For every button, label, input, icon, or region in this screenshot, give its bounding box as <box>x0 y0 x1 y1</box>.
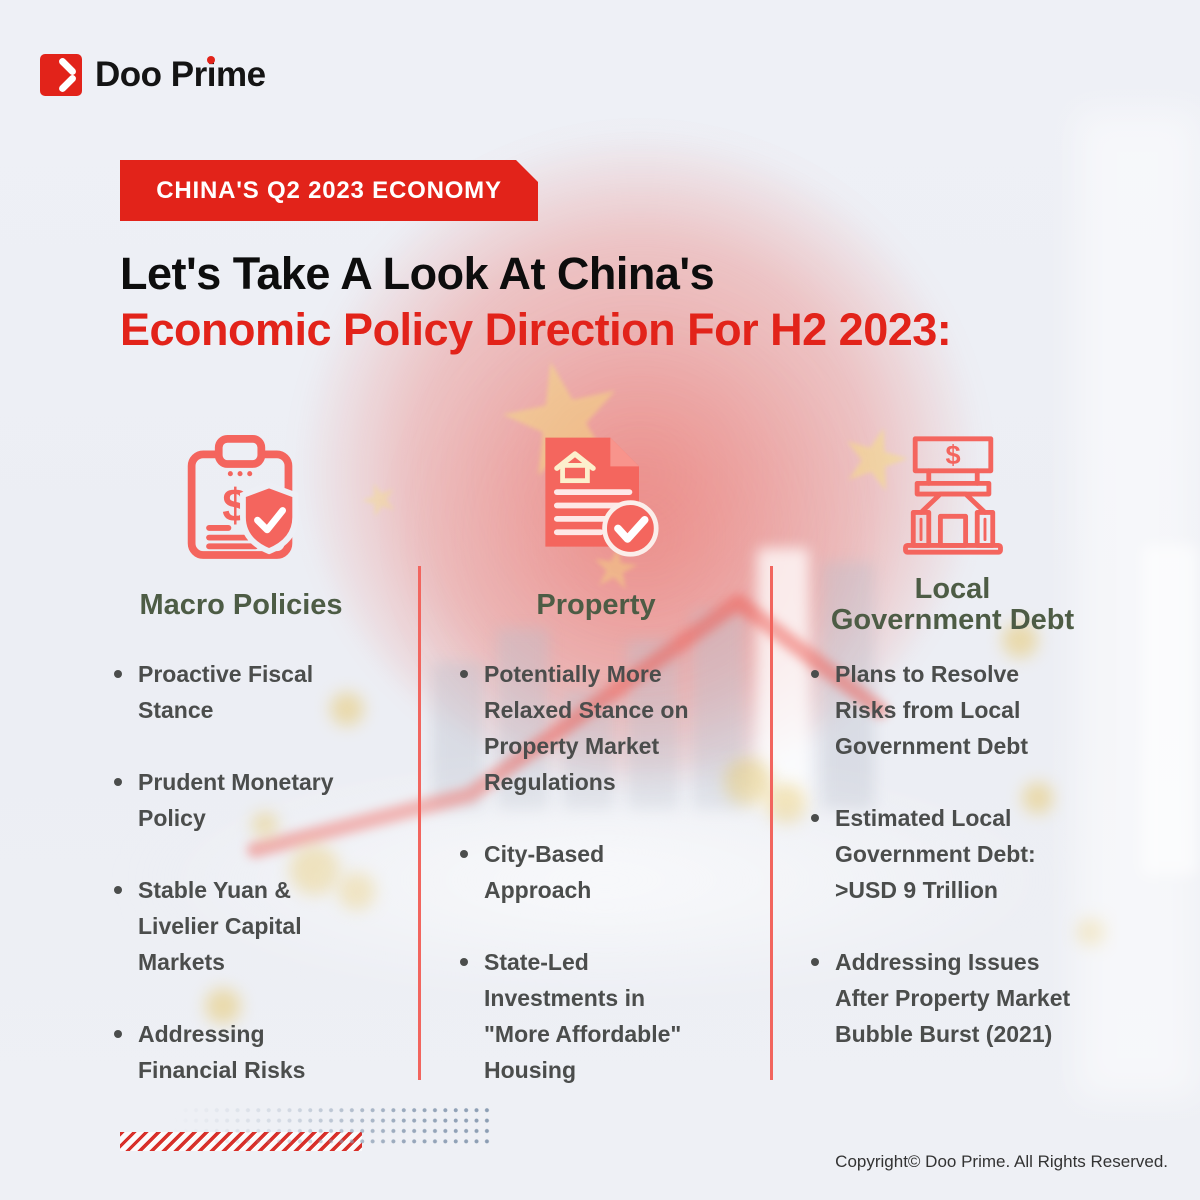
bullet-text: Proactive Fiscal Stance <box>138 661 314 723</box>
bullet-text: Addressing Financial Risks <box>138 1021 306 1083</box>
list-item: Potentially More Relaxed Stance on Prope… <box>460 656 752 800</box>
bullet-dot <box>114 1030 122 1038</box>
column-local-government-debt: $ Local Government Debt Plans to Resolve… <box>795 420 1110 1088</box>
brand-name-part: i <box>206 55 217 94</box>
list-item: City-Based Approach <box>460 836 752 908</box>
list-item: Addressing Financial Risks <box>114 1016 396 1088</box>
column-divider <box>770 566 773 1080</box>
bullet-dot <box>811 814 819 822</box>
bullet-dot <box>460 958 468 966</box>
bullet-text: Estimated Local Government Debt: >USD 9 … <box>835 805 1036 903</box>
bullet-dot <box>460 670 468 678</box>
page-title: Let's Take A Look At China's Economic Po… <box>120 246 952 358</box>
bullet-dot <box>811 670 819 678</box>
column-heading: Macro Policies <box>139 588 343 621</box>
bullet-text: Potentially More Relaxed Stance on Prope… <box>484 661 689 795</box>
clipboard-shield-icon: $ <box>86 420 396 570</box>
doo-prime-logo-icon <box>40 54 82 96</box>
title-line-1: Let's Take A Look At China's <box>120 248 715 299</box>
category-banner: CHINA'S Q2 2023 ECONOMY <box>120 160 538 221</box>
column-divider <box>418 566 421 1080</box>
column-heading: Property <box>536 588 656 621</box>
brand-logo: Doo Prime <box>40 54 266 96</box>
bullet-text: City-Based Approach <box>484 841 605 903</box>
list-item: Proactive Fiscal Stance <box>114 656 396 728</box>
bullet-text: Plans to Resolve Risks from Local Govern… <box>835 661 1028 759</box>
bullet-text: Addressing Issues After Property Market … <box>835 949 1071 1047</box>
banner-label: CHINA'S Q2 2023 ECONOMY <box>156 176 502 204</box>
column-property: Property Potentially More Relaxed Stance… <box>440 420 752 1124</box>
copyright-text: Copyright© Doo Prime. All Rights Reserve… <box>835 1152 1168 1171</box>
column-heading: Local Government Debt <box>830 573 1075 636</box>
list-item: Estimated Local Government Debt: >USD 9 … <box>811 800 1110 908</box>
list-item: Stable Yuan & Livelier Capital Markets <box>114 872 396 980</box>
bullet-dot <box>114 886 122 894</box>
bullet-list: Potentially More Relaxed Stance on Prope… <box>440 656 752 1088</box>
housing-document-check-icon <box>440 420 752 570</box>
column-macro-policies: $ Macro Policies Proactive Fiscal Stance… <box>86 420 396 1124</box>
bullet-dot <box>460 850 468 858</box>
bullet-text: Stable Yuan & Livelier Capital Markets <box>138 877 302 975</box>
bank-building-icon: $ <box>795 420 1110 570</box>
title-line-2: Economic Policy Direction For H2 2023: <box>120 304 952 355</box>
bullet-dot <box>114 778 122 786</box>
bullet-text: Prudent Monetary Policy <box>138 769 334 831</box>
logo-chevron-stroke <box>57 56 78 77</box>
bullet-dot <box>114 670 122 678</box>
bg-chart-bar <box>1142 545 1198 875</box>
bullet-text: State-Led Investments in "More Affordabl… <box>484 949 682 1083</box>
list-item: State-Led Investments in "More Affordabl… <box>460 944 752 1088</box>
list-item: Addressing Issues After Property Market … <box>811 944 1110 1052</box>
list-item: Prudent Monetary Policy <box>114 764 396 836</box>
bullet-list: Proactive Fiscal Stance Prudent Monetary… <box>86 656 396 1088</box>
bullet-dot <box>811 958 819 966</box>
logo-chevron-stroke <box>57 73 78 94</box>
brand-name-part: Doo Pr <box>95 55 207 94</box>
list-item: Plans to Resolve Risks from Local Govern… <box>811 656 1110 764</box>
dollar-glyph: $ <box>945 439 960 470</box>
dot-grid-decor <box>170 1105 492 1147</box>
brand-name-part: me <box>215 55 266 94</box>
bullet-list: Plans to Resolve Risks from Local Govern… <box>795 656 1110 1052</box>
brand-name: Doo Prime <box>95 55 266 95</box>
